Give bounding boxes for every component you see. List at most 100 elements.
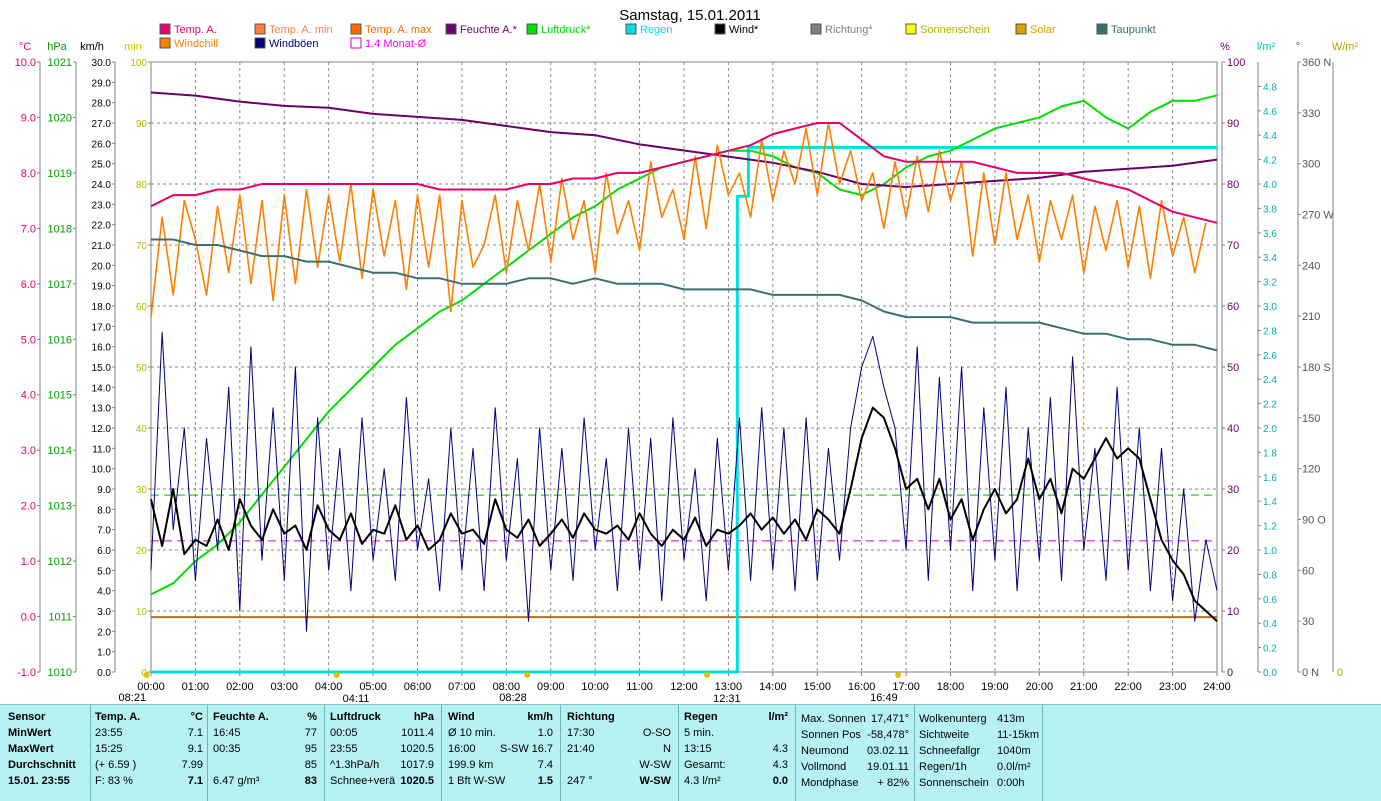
temp-axis-tick-label: 4.0: [21, 390, 36, 402]
time-tick-label: 22:00: [1114, 681, 1142, 693]
rain-axis-tick-label: 3.4: [1263, 253, 1277, 264]
direction-axis-tick-label: 360 N: [1302, 57, 1331, 69]
wind-axis-tick-label: 1.0: [97, 648, 111, 659]
reference-lines: [151, 494, 1217, 619]
direction-axis-tick-label: 210: [1302, 311, 1320, 323]
rain-axis-tick-label: 0.2: [1263, 644, 1277, 655]
wind-axis-tick-label: 5.0: [97, 566, 111, 577]
chart-title: Samstag, 15.01.2011: [619, 7, 761, 24]
legend-label: Temp. A.: [174, 24, 217, 36]
series-regen: [151, 145, 1217, 674]
rain-axis-tick-label: 2.0: [1263, 424, 1277, 435]
legend: Temp. A. Temp. A. min Temp. A. max Feuchte …: [159, 23, 1156, 50]
humidity-avg: 85: [304, 759, 317, 771]
time-tick-label: 24:00: [1203, 681, 1231, 693]
pressure-min: 00:05 1011.4: [330, 727, 434, 739]
visibility: Sichtweite 11-15km: [919, 729, 1039, 741]
sensor-min-label: MinWert: [8, 727, 52, 739]
direction-max: 21:40 N: [567, 743, 671, 755]
solar-axis-tick-label: 0: [1337, 667, 1343, 679]
wind-axis-tick-label: 13.0: [92, 404, 112, 415]
wind-axis-tick-label: 10.0: [92, 465, 112, 476]
temp-avg: (+ 6.59 ) 7.99: [95, 759, 203, 771]
legend-label: 1.4 Monat-Ø: [365, 38, 427, 50]
wind-axis-tick-label: 14.0: [92, 383, 112, 394]
rain-axis-tick-label: 0.0: [1263, 668, 1277, 679]
pressure-avg: ^1.3hPa/h 1017.9: [330, 759, 434, 771]
legend-label: Regen: [640, 24, 672, 36]
sun-axis-tick-label: 80: [136, 180, 148, 191]
axis-units: °C hPa km/h min% l/m² ° W/m²: [19, 41, 1359, 53]
legend-label: Richtung*: [825, 24, 873, 36]
axis-unit: min: [124, 41, 142, 53]
time-tick-label: 08:00: [493, 681, 521, 693]
rain-axis-tick-label: 0.4: [1263, 619, 1277, 630]
time-tick-label: 04:00: [315, 681, 343, 693]
direction-axis-tick-label: 330: [1302, 108, 1320, 120]
series-lines: [150, 91, 1218, 674]
time-tick-label: 18:00: [937, 681, 965, 693]
time-tick-label: 06:00: [404, 681, 432, 693]
legend-label: Taupunkt: [1111, 24, 1156, 36]
legend-label: Windböen: [269, 38, 319, 50]
wind-axis-tick-label: 23.0: [92, 200, 112, 211]
rain-axis-tick-label: 1.6: [1263, 473, 1277, 484]
rain-total: Gesamt: 4.3: [684, 759, 788, 771]
legend-label: Windchill: [174, 38, 218, 50]
rain-axis-tick-label: 4.8: [1263, 82, 1277, 93]
time-tick-label: 15:00: [803, 681, 831, 693]
wind-axis-tick-label: 11.0: [92, 444, 111, 455]
wind-axis-tick-label: 3.0: [97, 607, 111, 618]
sun-marker-icon: [333, 672, 340, 678]
series-windb-en: [150, 331, 1218, 632]
time-tick-label: 17:00: [892, 681, 920, 693]
rain-current: 4.3 l/m² 0.0: [684, 775, 788, 787]
legend-label: Solar: [1030, 24, 1056, 36]
new-moon: Neumond 03.02.11: [801, 745, 909, 757]
legend-swatch: [159, 37, 171, 49]
direction-axis-tick-label: 150: [1302, 413, 1320, 425]
humidity-axis-tick-label: 70: [1227, 240, 1239, 252]
sun-axis-tick-label: 100: [130, 58, 147, 69]
humidity-axis-tick-label: 10: [1227, 606, 1239, 618]
time-tick-label: 09:00: [537, 681, 565, 693]
pressure-axis-tick-label: 1011: [48, 612, 72, 624]
direction-axis-tick-label: 240: [1302, 260, 1320, 272]
legend-label: Wind*: [729, 24, 759, 36]
temp-axis-tick-label: 9.0: [21, 112, 36, 124]
temp-column: Temp. A. °C 23:55 7.1 15:25 9.1 (+ 6.59 ) 7.…: [95, 709, 203, 797]
wind-axis-tick-label: 12.0: [92, 424, 112, 435]
time-markers: 08:21 04:11 08:28 12:31 16:49: [119, 672, 902, 704]
direction-header: Richtung: [567, 711, 615, 723]
sensor-avg-label: Durchschnitt: [8, 759, 76, 771]
sun-marker-icon: [704, 672, 711, 678]
sun-marker-icon: [143, 672, 150, 678]
wind-axis-tick-label: 21.0: [92, 241, 112, 252]
wind-axis-tick-label: 16.0: [92, 343, 112, 354]
time-tick-label: 14:00: [759, 681, 787, 693]
rain-axis-tick-label: 1.4: [1263, 497, 1277, 508]
wind-axis-tick-label: 19.0: [92, 282, 112, 293]
legend-swatch: [625, 23, 637, 35]
wind-axis-tick-label: 29.0: [92, 78, 112, 89]
time-tick-label: 23:00: [1159, 681, 1187, 693]
pressure-axis-tick-label: 1020: [48, 112, 72, 124]
direction-min: 17:30 O-SO: [567, 727, 671, 739]
time-tick-label: 05:00: [359, 681, 387, 693]
wind-axis-tick-label: 18.0: [92, 302, 112, 313]
humidity-axis-tick-label: 40: [1227, 423, 1239, 435]
sun-axis-tick-label: 60: [136, 302, 148, 313]
legend-swatch: [810, 23, 822, 35]
rain-max: 13:15 4.3: [684, 743, 788, 755]
rain-axis-tick-label: 3.6: [1263, 229, 1277, 240]
direction-column: Richtung 17:30 O-SO 21:40 N W-SW 247 ° W-SW: [567, 709, 671, 797]
humidity-max: 00:35 95: [213, 743, 317, 755]
axis-unit: %: [1220, 41, 1230, 53]
wind-axis-tick-label: 6.0: [97, 546, 111, 557]
wind-axis-tick-label: 17.0: [92, 322, 112, 333]
time-tick-label: 10:00: [581, 681, 609, 693]
sun-column: Max. Sonnen 17,471° Sonnen Pos -58,478° Ne…: [801, 711, 909, 799]
series-taupunkt: [151, 238, 1218, 352]
humidity-header: Feuchte A.%: [213, 711, 317, 723]
wind-axis-tick-label: 15.0: [92, 363, 112, 374]
